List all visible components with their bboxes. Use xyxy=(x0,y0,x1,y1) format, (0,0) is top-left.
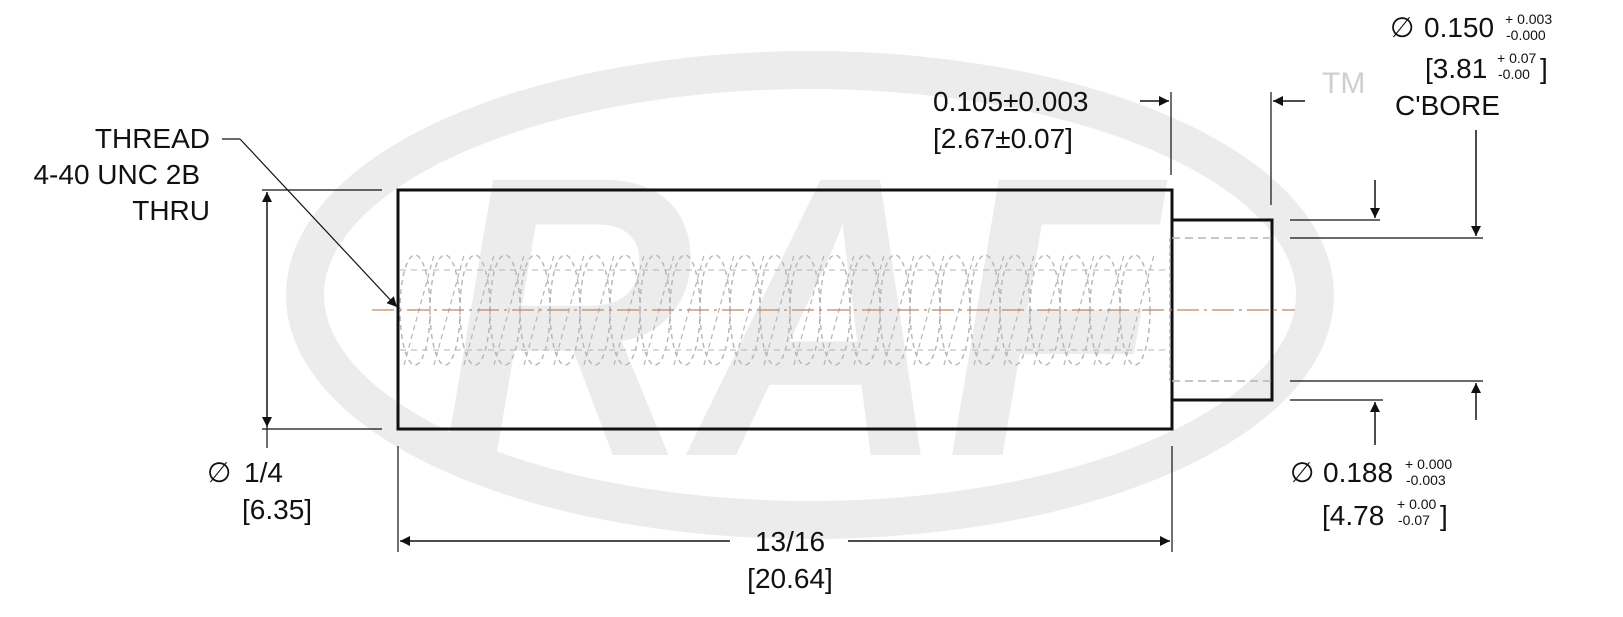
cbore-metric-close: ] xyxy=(1540,53,1548,84)
cbore-diameter-tol-minus: -0.000 xyxy=(1506,27,1546,43)
shoulder-diameter-dimension xyxy=(1290,180,1483,445)
cbore-metric-tol-minus: -0.00 xyxy=(1498,66,1530,82)
thread-crest xyxy=(703,254,735,366)
cbore-depth-dimension xyxy=(1140,92,1305,205)
cbore-metric-tol-plus: + 0.07 xyxy=(1497,50,1537,66)
cbore-label: C'BORE xyxy=(1395,90,1500,121)
outer-diameter-dimension xyxy=(262,189,382,448)
outer-diameter-metric: [6.35] xyxy=(242,494,312,525)
cbore-diameter-metric: [3.81 xyxy=(1425,53,1487,84)
overall-length-dimension xyxy=(397,446,1173,552)
shoulder-diameter-metric: [4.78 xyxy=(1322,500,1384,531)
raf-watermark: RAF TM xyxy=(286,51,1365,540)
cbore-diameter-imperial: 0.150 xyxy=(1424,12,1494,43)
thread-crest xyxy=(493,254,525,366)
thread-callout-line3: THRU xyxy=(132,195,210,226)
overall-length-imperial: 13/16 xyxy=(755,526,825,557)
outer-diameter-symbol: ∅ xyxy=(207,457,231,488)
thread-callout-line2: 4-40 UNC 2B xyxy=(33,159,200,190)
overall-length-metric: [20.64] xyxy=(747,563,833,594)
shoulder-diameter-imperial: 0.188 xyxy=(1323,457,1393,488)
cbore-diameter-symbol: ∅ xyxy=(1390,12,1414,43)
thread-callout-line1: THREAD xyxy=(95,123,210,154)
thread-leader xyxy=(222,138,398,308)
shoulder-metric-tol-plus: + 0.00 xyxy=(1397,496,1437,512)
leader-diagonal xyxy=(239,138,398,308)
outer-diameter-imperial: 1/4 xyxy=(244,457,283,488)
thread-crest xyxy=(1123,254,1155,366)
shoulder-tol-minus: -0.003 xyxy=(1406,472,1446,488)
thread-crest xyxy=(913,254,945,366)
cbore-depth-metric: [2.67±0.07] xyxy=(933,123,1073,154)
shoulder-metric-close: ] xyxy=(1440,500,1448,531)
trademark-symbol: TM xyxy=(1322,67,1365,100)
cbore-depth-imperial: 0.105±0.003 xyxy=(933,86,1089,117)
shoulder-tol-plus: + 0.000 xyxy=(1405,456,1452,472)
cbore-diameter-dimension xyxy=(1290,130,1483,239)
shoulder-metric-tol-minus: -0.07 xyxy=(1398,512,1430,528)
shoulder-diameter-symbol: ∅ xyxy=(1290,457,1314,488)
cbore-diameter-tol-plus: + 0.003 xyxy=(1505,11,1552,27)
watermark-ellipse xyxy=(286,51,1334,539)
watermark-logo-text: RAF xyxy=(440,93,1170,540)
